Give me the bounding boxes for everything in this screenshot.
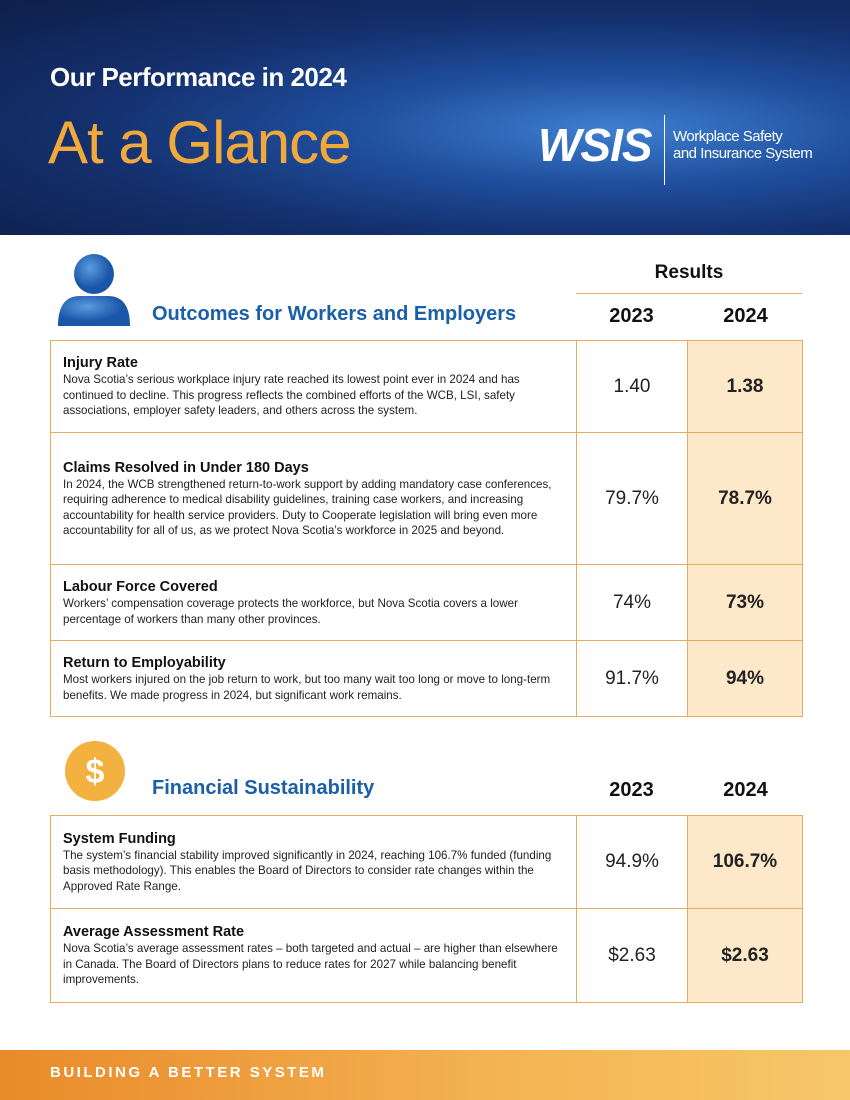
column-header: 2024 — [723, 305, 768, 327]
row-label: Claims Resolved in Under 180 Days — [63, 459, 309, 476]
row-description: Most workers injured on the job return t… — [63, 673, 551, 702]
value-cell: 74% — [576, 564, 688, 641]
results-rule — [576, 293, 802, 294]
row-description: Nova Scotia’s serious workplace injury r… — [63, 373, 520, 418]
footer-text: BUILDING A BETTER SYSTEM — [50, 1064, 327, 1081]
row-label: Injury Rate — [63, 355, 138, 372]
value-cell: $2.63 — [687, 908, 803, 1003]
description-cell: System Funding The system’s financial sta… — [50, 815, 577, 909]
table-row: System Funding The system’s financial sta… — [50, 815, 803, 909]
footer-banner — [0, 1050, 850, 1100]
description-cell: Labour Force Covered Workers’ compensatio… — [50, 564, 577, 641]
value-cell: 94.9% — [576, 815, 688, 909]
dollar-icon: $ — [65, 741, 125, 801]
row-description: The system’s financial stability improve… — [63, 848, 552, 893]
description-cell: Return to Employability Most workers inju… — [50, 640, 577, 717]
results-label: Results — [654, 262, 724, 283]
logo: WSIS — [538, 119, 653, 171]
section-title: Outcomes for Workers and Employers — [152, 303, 517, 325]
column-header: 2023 — [609, 305, 654, 327]
svg-text:$: $ — [86, 753, 105, 791]
section-title: Financial Sustainability — [152, 777, 375, 799]
results-table: System Funding The system’s financial sta… — [50, 815, 803, 1003]
value-cell: 106.7% — [687, 815, 803, 909]
logo-text: Workplace Safety and Insurance System — [673, 128, 813, 162]
description-cell: Claims Resolved in Under 180 Days In 2024… — [50, 432, 577, 565]
header-subtitle: At a Glance — [48, 109, 352, 176]
row-description: Workers’ compensation coverage protects … — [63, 597, 518, 626]
row-label: Return to Employability — [63, 655, 226, 671]
logo-line: Workplace Safety — [673, 128, 783, 145]
description-cell: Injury Rate Nova Scotia’s serious workpla… — [50, 340, 577, 433]
results-table: Injury Rate Nova Scotia’s serious workpla… — [50, 340, 803, 717]
table-row: Average Assessment Rate Nova Scotia’s ave… — [50, 908, 803, 1003]
header-banner — [0, 0, 850, 235]
table-row: Return to Employability Most workers inju… — [50, 640, 803, 717]
column-header: 2023 — [609, 779, 654, 801]
value-cell: 1.40 — [576, 340, 688, 433]
value-cell: 1.38 — [687, 340, 803, 433]
person-icon — [58, 254, 130, 326]
value-cell: 73% — [687, 564, 803, 641]
logo-line: and Insurance System — [673, 145, 813, 162]
table-row: Labour Force Covered Workers’ compensatio… — [50, 564, 803, 641]
row-description: Nova Scotia’s average assessment rates –… — [63, 942, 558, 987]
value-cell: 91.7% — [576, 640, 688, 717]
column-header: 2024 — [723, 779, 768, 801]
value-cell: 79.7% — [576, 432, 688, 565]
value-cell: 78.7% — [687, 432, 803, 565]
description-cell: Average Assessment Rate Nova Scotia’s ave… — [50, 908, 577, 1003]
row-label: System Funding — [63, 830, 176, 847]
row-label: Labour Force Covered — [63, 579, 218, 595]
row-label: Average Assessment Rate — [63, 924, 245, 941]
table-row: Injury Rate Nova Scotia’s serious workpla… — [50, 340, 803, 433]
value-cell: $2.63 — [576, 908, 688, 1003]
table-row: Claims Resolved in Under 180 Days In 2024… — [50, 432, 803, 565]
value-cell: 94% — [687, 640, 803, 717]
header-title: Our Performance in 2024 — [50, 62, 347, 92]
logo-divider — [664, 115, 665, 185]
row-description: In 2024, the WCB strengthened return-to-… — [63, 477, 552, 538]
